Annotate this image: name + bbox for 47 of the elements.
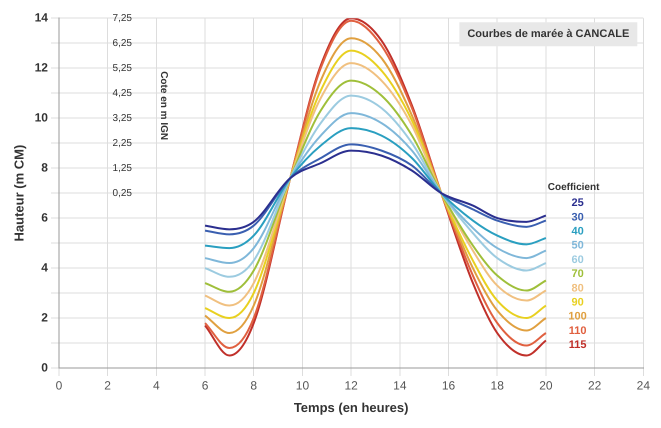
text: 50 bbox=[571, 240, 584, 252]
x-tick-label: 20 bbox=[539, 378, 553, 393]
text: 25 bbox=[571, 197, 584, 210]
x-tick-label: 18 bbox=[490, 378, 504, 393]
text: 90 bbox=[571, 296, 584, 309]
y-tick-label: 10 bbox=[34, 110, 48, 124]
x-tick-label: 24 bbox=[636, 378, 650, 393]
y-tick-label: 12 bbox=[34, 60, 48, 74]
x-axis-title: Temps (en heures) bbox=[294, 400, 408, 415]
x-tick-label: 6 bbox=[202, 378, 209, 393]
y-tick-label: 14 bbox=[34, 10, 48, 25]
x-tick-label: 10 bbox=[296, 378, 310, 393]
x-tick-label: 22 bbox=[588, 378, 602, 393]
y-axis-title: Hauteur (m CM) bbox=[11, 144, 26, 242]
y-tick-label: 8 bbox=[41, 160, 48, 174]
text: 110 bbox=[568, 324, 586, 337]
y2-tick-label: 5,25 bbox=[112, 62, 132, 74]
y2-tick-label: 1,25 bbox=[112, 162, 132, 174]
y2-tick-label: 2,25 bbox=[112, 138, 132, 149]
y-tick-label: 4 bbox=[41, 260, 48, 274]
y2-tick-label: 6,25 bbox=[112, 38, 132, 49]
y-tick-label: 6 bbox=[41, 210, 48, 224]
x-tick-label: 2 bbox=[104, 378, 112, 393]
text: 60 bbox=[571, 254, 584, 266]
x-tick-label: 16 bbox=[442, 378, 456, 393]
x-tick-label: 4 bbox=[153, 378, 160, 393]
y-tick-label: 2 bbox=[41, 310, 48, 324]
x-tick-label: 0 bbox=[56, 378, 63, 393]
y2-tick-label: 0,25 bbox=[112, 188, 132, 199]
text: 100 bbox=[568, 310, 587, 323]
text: 30 bbox=[571, 211, 584, 224]
y2-tick-label: 3,25 bbox=[112, 112, 132, 124]
y2-axis-title: Cote en m IGN bbox=[158, 71, 169, 140]
x-tick-label: 8 bbox=[250, 378, 258, 393]
text: 70 bbox=[571, 268, 584, 280]
text: 80 bbox=[571, 282, 584, 294]
legend-title: Coefficient bbox=[548, 182, 600, 193]
y-tick-label: 0 bbox=[41, 360, 48, 374]
x-tick-label: 12 bbox=[344, 378, 358, 393]
line-series bbox=[204, 127, 547, 250]
x-tick-label: 14 bbox=[393, 378, 407, 393]
y2-tick-label: 7,25 bbox=[112, 12, 132, 24]
text: 115 bbox=[568, 339, 586, 352]
text: 40 bbox=[571, 226, 584, 238]
y2-tick-label: 4,25 bbox=[112, 88, 132, 99]
line-series bbox=[204, 112, 547, 264]
text: Courbes de marée à CANCALE bbox=[467, 28, 630, 40]
